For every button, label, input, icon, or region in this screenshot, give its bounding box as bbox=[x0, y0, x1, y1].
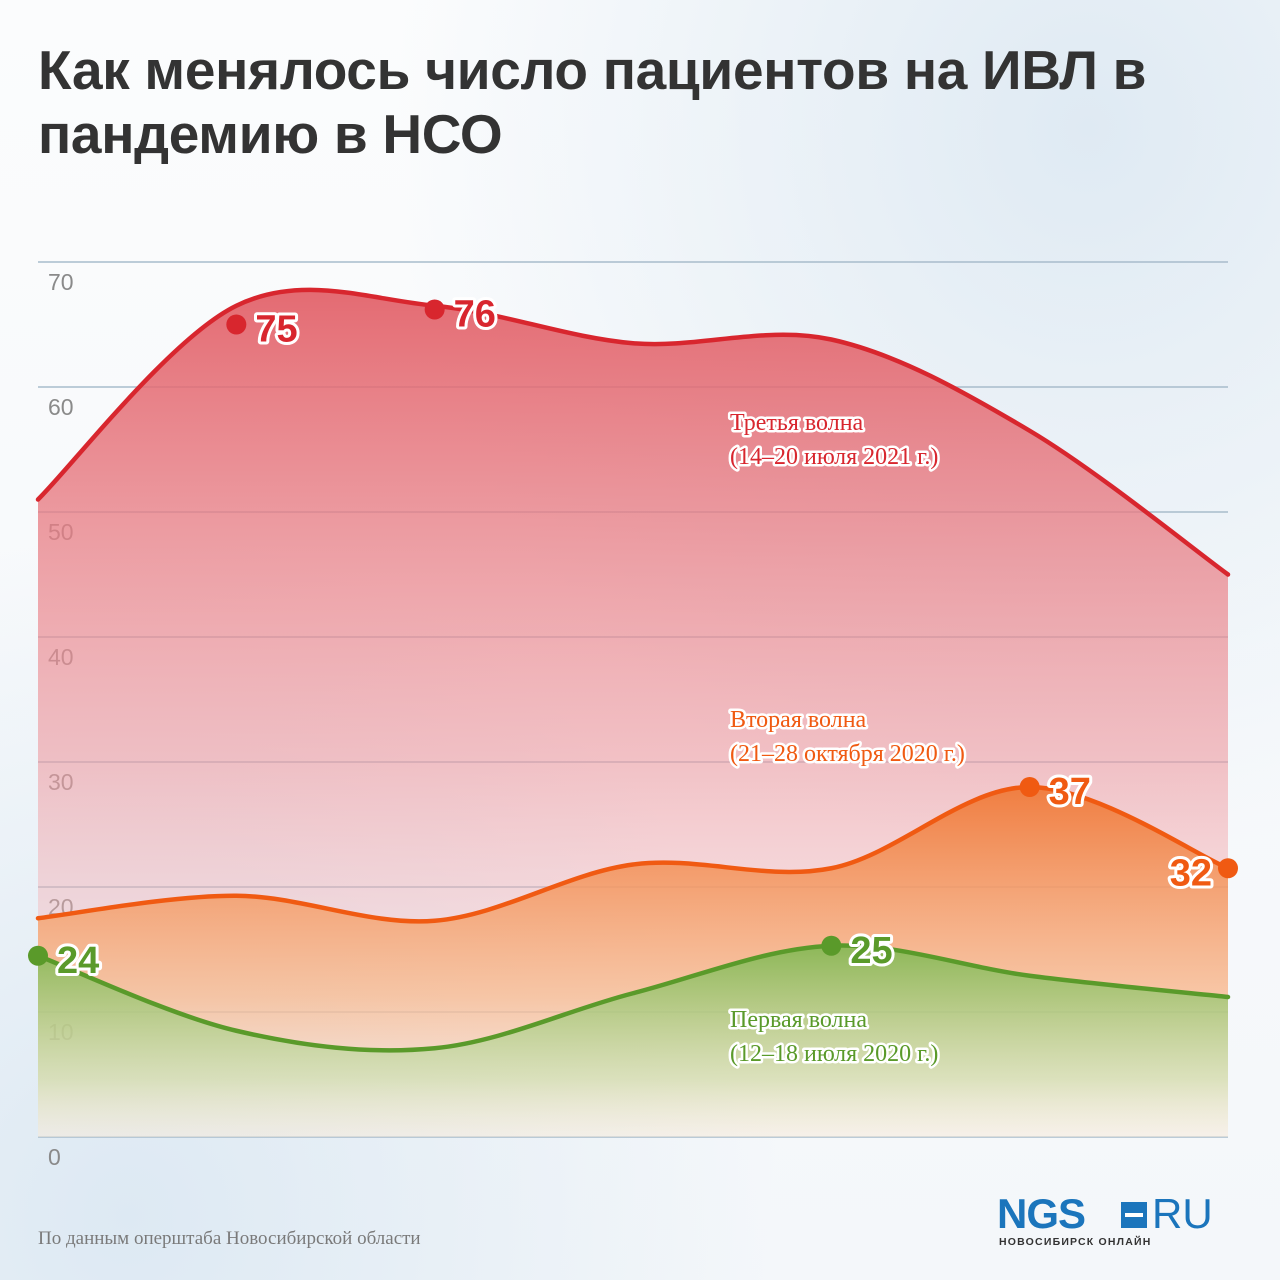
data-label-third: 75 bbox=[255, 309, 297, 351]
series-label-first: (12–18 июля 2020 г.) bbox=[730, 1041, 938, 1067]
data-label-third: 76 bbox=[454, 294, 496, 336]
logo-text: NGS bbox=[997, 1190, 1086, 1237]
series-line-first bbox=[35, 943, 1231, 1053]
ngs-logo[interactable]: NGS RU НОВОСИБИРСК ОНЛАЙН bbox=[997, 1192, 1232, 1252]
data-point-third bbox=[226, 314, 247, 335]
series-label-first: Первая волна bbox=[730, 1007, 867, 1033]
y-tick-label: 60 bbox=[48, 394, 74, 420]
logo-domain: RU bbox=[1152, 1190, 1213, 1237]
data-point-second bbox=[1218, 858, 1238, 879]
data-label-second: 32 bbox=[1170, 852, 1212, 894]
logo-subtitle: НОВОСИБИРСК ОНЛАЙН bbox=[999, 1236, 1152, 1248]
data-point-second bbox=[1019, 777, 1040, 797]
data-point-third bbox=[424, 299, 445, 320]
series-label-second: (21–28 октября 2020 г.) bbox=[730, 741, 965, 767]
series-label-third: Третья волна bbox=[730, 410, 864, 436]
data-point-first bbox=[821, 935, 842, 956]
data-point-first bbox=[28, 945, 48, 966]
page-title: Как менялось число пациентов на ИВЛ в па… bbox=[38, 39, 1147, 165]
series-line-third bbox=[35, 287, 1231, 577]
y-tick-label: 70 bbox=[48, 269, 74, 295]
series-label-second: Вторая волна bbox=[730, 707, 867, 733]
source-note: По данным оперштаба Новосибирской област… bbox=[38, 1228, 421, 1249]
data-label-first: 25 bbox=[850, 930, 892, 972]
data-label-second: 37 bbox=[1049, 771, 1091, 813]
logo-square-icon bbox=[1121, 1202, 1147, 1228]
area-first bbox=[38, 945, 1228, 1137]
series-label-third: (14–20 июля 2021 г.) bbox=[730, 444, 938, 470]
data-label-first: 24 bbox=[57, 940, 99, 982]
y-tick-label: 0 bbox=[48, 1144, 61, 1170]
